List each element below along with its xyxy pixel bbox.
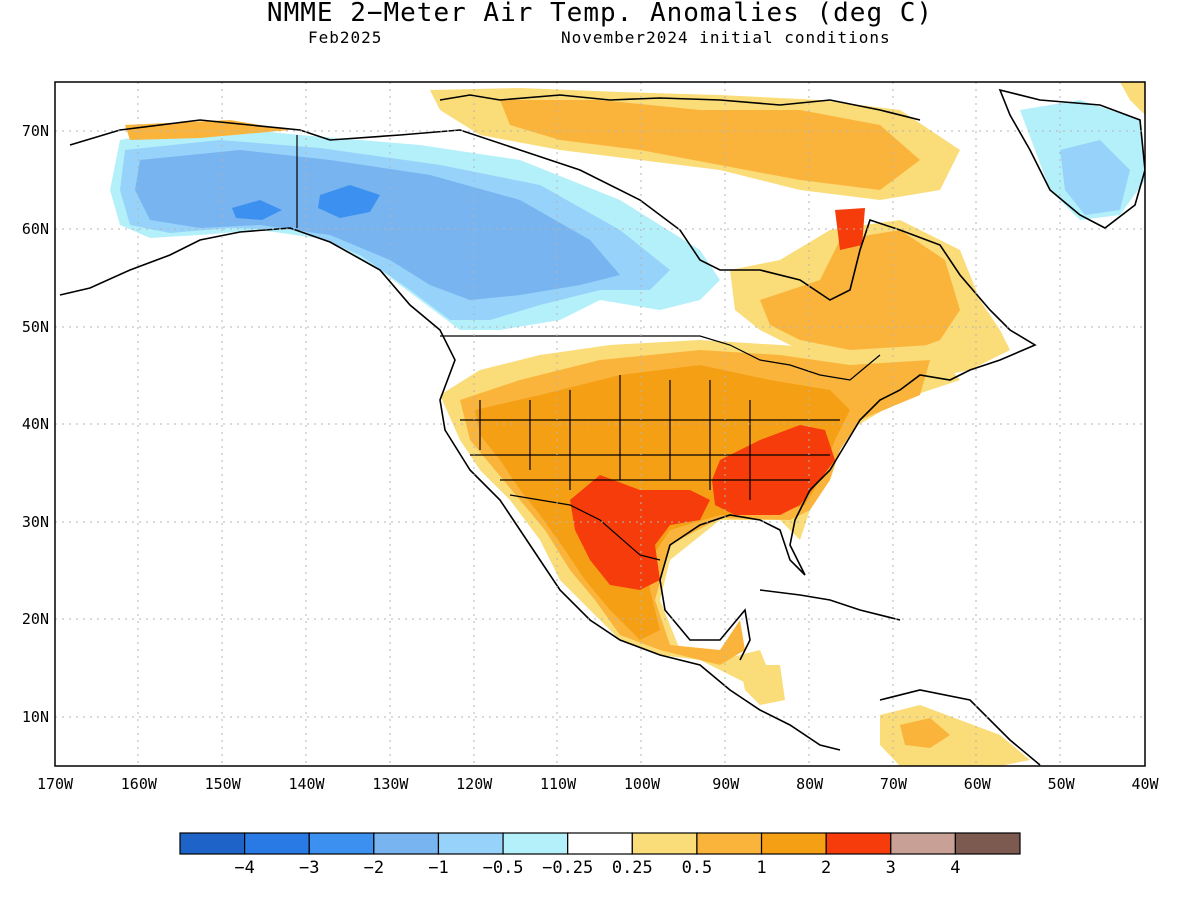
cold-region-inner [135, 150, 620, 300]
plot-frame [54, 81, 1146, 767]
colorbar-label: 0.5 [682, 858, 713, 878]
east-canada-warm [760, 230, 960, 355]
colorbar-swatch [890, 832, 956, 855]
lon-tick-label: 170W [37, 775, 74, 793]
colorbar-label: −1 [428, 858, 448, 878]
lat-tick-label: 30N [22, 513, 49, 531]
lon-tick-label: 70W [880, 775, 908, 793]
colorbar-label: 4 [950, 858, 960, 878]
lon-tick-label: 160W [121, 775, 158, 793]
south-america-warm [900, 718, 950, 748]
lon-tick-label: 100W [624, 775, 661, 793]
lon-tick-label: 130W [372, 775, 409, 793]
colorbar-swatch [954, 832, 1021, 855]
arctic-warm [500, 100, 920, 190]
map-title: NMME 2−Meter Air Temp. Anomalies (deg C) [266, 0, 934, 28]
colorbar-label: −3 [299, 858, 319, 878]
greenland-cold-mid [1060, 140, 1130, 215]
colorbar-label: −0.25 [542, 858, 593, 878]
cold-region-core-2 [232, 200, 282, 220]
southeast-hot [712, 425, 835, 515]
lat-tick-label: 40N [22, 415, 49, 433]
colorbar-swatch [437, 832, 504, 855]
borders [296, 135, 881, 561]
colorbar-swatch [567, 832, 633, 855]
lat-tick-label: 20N [22, 610, 49, 628]
color-scale: −4 −3 −2 −1 −0.5 −0.25 0.25 0.5 1 2 3 4 [179, 832, 1021, 878]
coastlines [59, 88, 1145, 766]
texas-mexico-hot [570, 475, 710, 590]
lat-tick-label: 50N [22, 318, 49, 336]
south-america-warm-light [880, 705, 1030, 766]
colorbar-label: −0.5 [483, 858, 524, 878]
colorbar-swatch [696, 832, 763, 855]
longitude-axis: 170W 160W 150W 140W 130W 120W 110W 100W 90W 80W 70… [37, 775, 1160, 793]
colorbar-swatch [760, 832, 827, 855]
lon-tick-label: 110W [540, 775, 577, 793]
colorbar-label: 3 [886, 858, 896, 878]
colorbar-label: −4 [234, 858, 254, 878]
lon-tick-label: 150W [205, 775, 242, 793]
lon-tick-label: 120W [456, 775, 493, 793]
colorbar-swatch [373, 832, 440, 855]
lon-tick-label: 50W [1048, 775, 1076, 793]
colorbar-label: −2 [364, 858, 384, 878]
initial-conditions: November2024 initial conditions [561, 28, 891, 47]
lon-tick-label: 140W [288, 775, 325, 793]
colorbar-swatch [825, 832, 892, 855]
colorbar-label: 0.25 [612, 858, 653, 878]
colorbar-swatch [308, 832, 375, 855]
colorbar-swatch [631, 832, 698, 855]
forecast-month: Feb2025 [308, 28, 383, 47]
central-america-warm [740, 665, 785, 705]
cold-region-core [318, 185, 380, 218]
lon-tick-label: 40W [1131, 775, 1159, 793]
lat-tick-label: 70N [22, 122, 49, 140]
lat-tick-label: 60N [22, 220, 49, 238]
colorbar-swatch [179, 832, 246, 855]
colorbar-label: 1 [756, 858, 766, 878]
greenland-warm-tip [1120, 82, 1145, 115]
quebec-hot [835, 208, 865, 250]
lat-tick-label: 10N [22, 708, 49, 726]
lon-tick-label: 60W [964, 775, 992, 793]
colorbar-label: 2 [821, 858, 831, 878]
colorbar-swatch [244, 832, 310, 855]
latitude-axis: 70N 60N 50N 40N 30N 20N 10N [22, 122, 49, 726]
anomaly-field [55, 82, 1145, 766]
graticule [55, 82, 1145, 766]
lon-tick-label: 90W [712, 775, 740, 793]
lon-tick-label: 80W [796, 775, 824, 793]
colorbar-swatch [502, 832, 569, 855]
